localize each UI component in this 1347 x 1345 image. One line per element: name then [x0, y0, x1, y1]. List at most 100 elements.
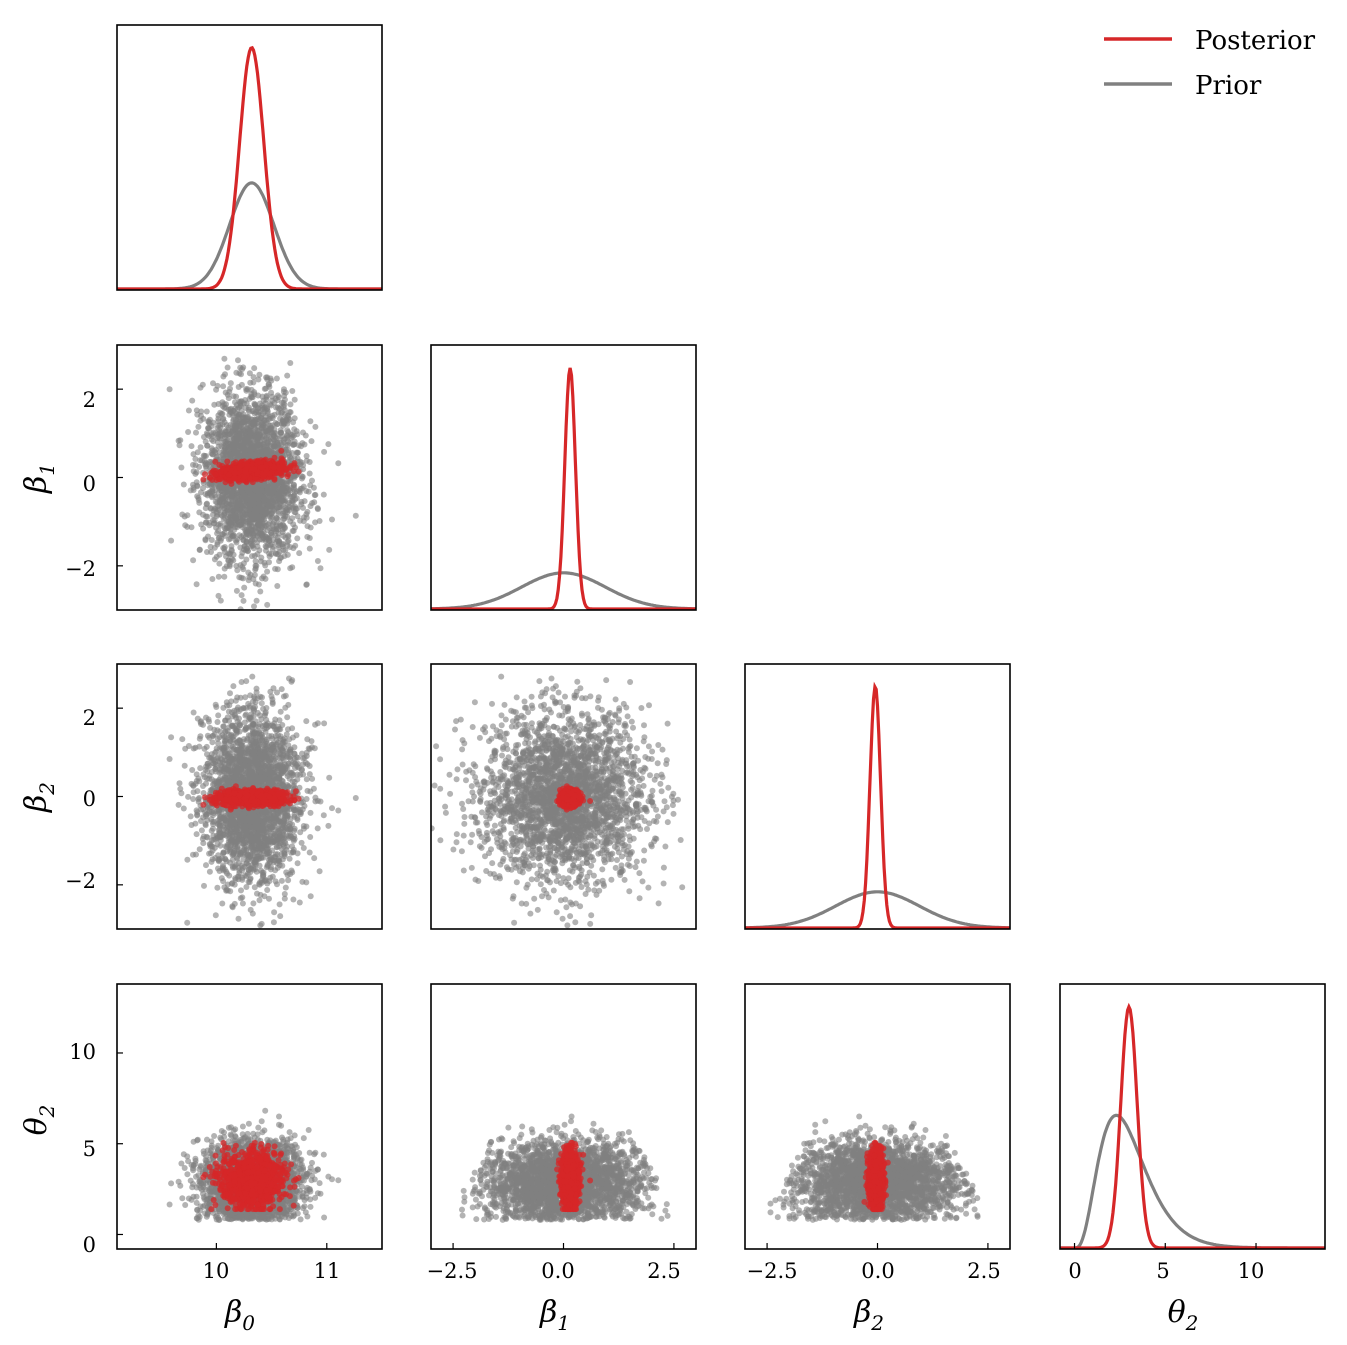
prior-point	[240, 597, 247, 604]
prior-point	[219, 502, 226, 509]
panel-content-1-0	[166, 336, 359, 610]
prior-point	[230, 683, 237, 690]
prior-point	[194, 411, 201, 418]
prior-point	[256, 897, 263, 904]
prior-point	[223, 553, 229, 560]
prior-point	[212, 912, 219, 919]
prior-point	[264, 568, 271, 575]
prior-point	[240, 484, 247, 491]
prior-point	[245, 438, 251, 445]
prior-point	[224, 364, 231, 371]
prior-points	[166, 336, 359, 610]
prior-point	[250, 516, 257, 523]
prior-point	[289, 843, 296, 850]
prior-point	[284, 509, 291, 516]
prior-point	[274, 392, 281, 399]
prior-point	[258, 447, 265, 454]
prior-point	[221, 573, 228, 580]
prior-point	[228, 547, 235, 554]
prior-point	[264, 408, 271, 415]
prior-point	[303, 776, 310, 783]
prior-point	[282, 884, 289, 891]
prior-point	[279, 503, 286, 510]
prior-point	[258, 524, 265, 531]
prior-point	[320, 812, 327, 819]
posterior-point	[217, 468, 224, 475]
prior-point	[233, 539, 240, 546]
prior-point	[256, 371, 263, 378]
prior-point	[216, 560, 223, 567]
posterior-point	[212, 458, 219, 465]
prior-point	[233, 440, 240, 447]
prior-point	[193, 581, 200, 588]
prior-point	[303, 718, 310, 725]
prior-point	[255, 411, 262, 418]
prior-point	[252, 487, 259, 494]
prior-point	[285, 450, 292, 457]
posterior-point	[292, 464, 299, 471]
prior-point	[261, 497, 268, 504]
prior-point	[221, 565, 228, 572]
prior-point	[244, 386, 251, 393]
prior-point	[184, 919, 191, 926]
prior-point	[311, 492, 318, 499]
prior-point	[247, 538, 254, 544]
prior-point	[233, 515, 240, 522]
prior-point	[190, 709, 197, 716]
prior-point	[236, 433, 243, 440]
prior-point	[287, 360, 294, 366]
panel-frame	[116, 24, 383, 291]
prior-point	[274, 583, 281, 589]
prior-point	[309, 477, 315, 484]
prior-point	[278, 429, 284, 436]
prior-point	[297, 461, 304, 468]
prior-point	[335, 460, 342, 467]
prior-point	[227, 443, 234, 450]
prior-point	[217, 520, 224, 527]
prior-point	[256, 501, 263, 507]
prior-point	[239, 366, 246, 373]
prior-point	[247, 430, 254, 437]
prior-point	[264, 488, 271, 495]
prior-point	[306, 545, 313, 552]
prior-point	[210, 380, 216, 387]
prior-point	[244, 415, 251, 422]
prior-point	[185, 429, 192, 435]
prior-point	[278, 336, 284, 342]
prior-point	[236, 532, 243, 539]
prior-point	[215, 415, 222, 422]
panel-1-1	[430, 344, 697, 611]
prior-point	[166, 756, 173, 762]
prior-point	[284, 714, 291, 721]
prior-point	[237, 562, 244, 569]
posterior-point	[283, 466, 290, 473]
posterior-point	[271, 464, 278, 471]
tick-marks	[117, 388, 123, 567]
prior-point	[270, 482, 277, 489]
prior-point	[214, 539, 221, 546]
prior-point	[292, 505, 299, 512]
prior-point	[307, 834, 314, 840]
prior-point	[307, 418, 314, 425]
prior-point	[246, 370, 253, 377]
prior-point	[241, 543, 248, 550]
prior-point	[268, 402, 274, 409]
prior-point	[239, 514, 246, 521]
prior-point	[240, 400, 247, 407]
prior-point	[249, 553, 255, 560]
prior-point	[280, 416, 287, 423]
prior-point	[245, 569, 252, 576]
prior-point	[192, 462, 199, 469]
prior-point	[245, 577, 252, 584]
prior-point	[293, 449, 300, 456]
prior-point	[329, 516, 335, 523]
prior-point	[284, 433, 291, 439]
prior-point	[352, 512, 359, 519]
prior-point	[262, 575, 269, 582]
prior-point	[304, 533, 311, 540]
prior-point	[189, 767, 196, 773]
prior-point	[280, 522, 287, 529]
prior-point	[197, 457, 204, 464]
prior-point	[247, 443, 254, 450]
prior-point	[205, 533, 211, 540]
